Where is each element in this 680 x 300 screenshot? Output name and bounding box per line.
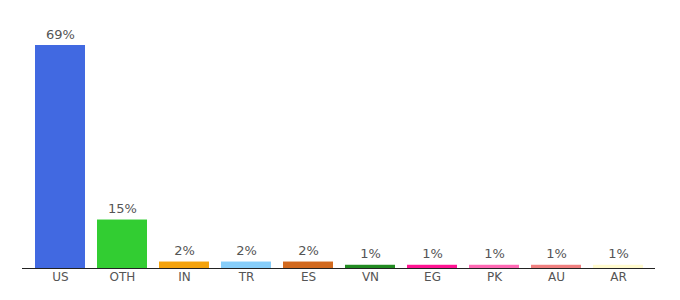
svg-text:2%: 2% <box>298 243 319 258</box>
svg-text:IN: IN <box>178 270 191 284</box>
svg-text:TR: TR <box>238 270 255 284</box>
svg-text:AU: AU <box>548 270 565 284</box>
svg-text:1%: 1% <box>484 246 505 261</box>
svg-text:EG: EG <box>424 270 441 284</box>
svg-text:69%: 69% <box>46 27 75 42</box>
svg-text:15%: 15% <box>108 201 137 216</box>
svg-text:1%: 1% <box>608 246 629 261</box>
svg-text:PK: PK <box>487 270 503 284</box>
svg-text:1%: 1% <box>422 246 443 261</box>
svg-text:1%: 1% <box>360 246 381 261</box>
svg-text:OTH: OTH <box>110 270 136 284</box>
svg-text:VN: VN <box>362 270 379 284</box>
svg-text:AR: AR <box>610 270 627 284</box>
svg-text:ES: ES <box>301 270 316 284</box>
svg-text:1%: 1% <box>546 246 567 261</box>
svg-text:US: US <box>52 270 68 284</box>
svg-text:2%: 2% <box>236 243 257 258</box>
svg-text:2%: 2% <box>174 243 195 258</box>
